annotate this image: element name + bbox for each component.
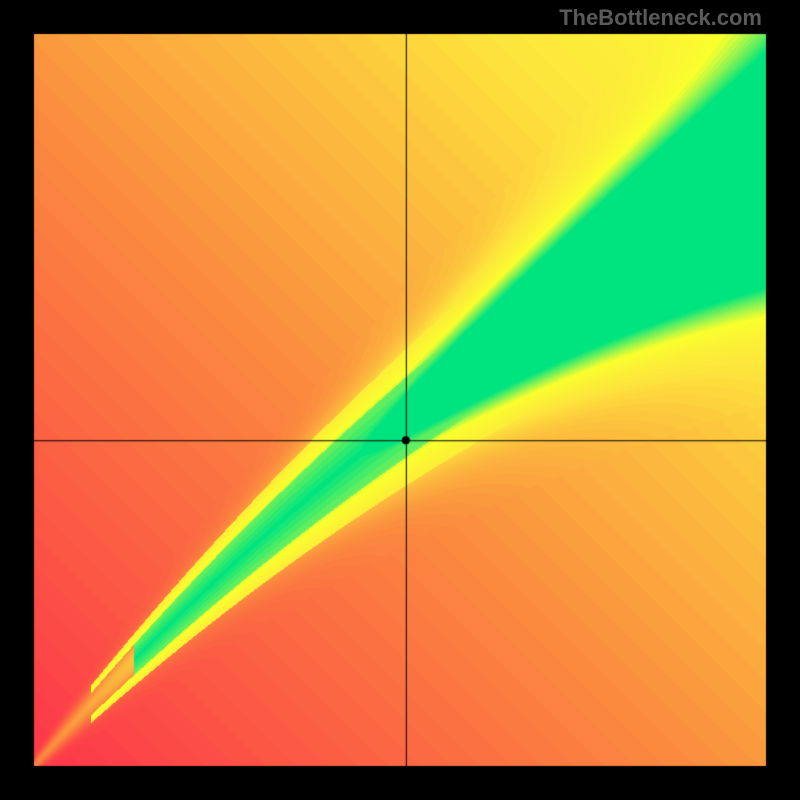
bottleneck-heatmap bbox=[0, 0, 800, 800]
watermark-text: TheBottleneck.com bbox=[559, 5, 762, 31]
